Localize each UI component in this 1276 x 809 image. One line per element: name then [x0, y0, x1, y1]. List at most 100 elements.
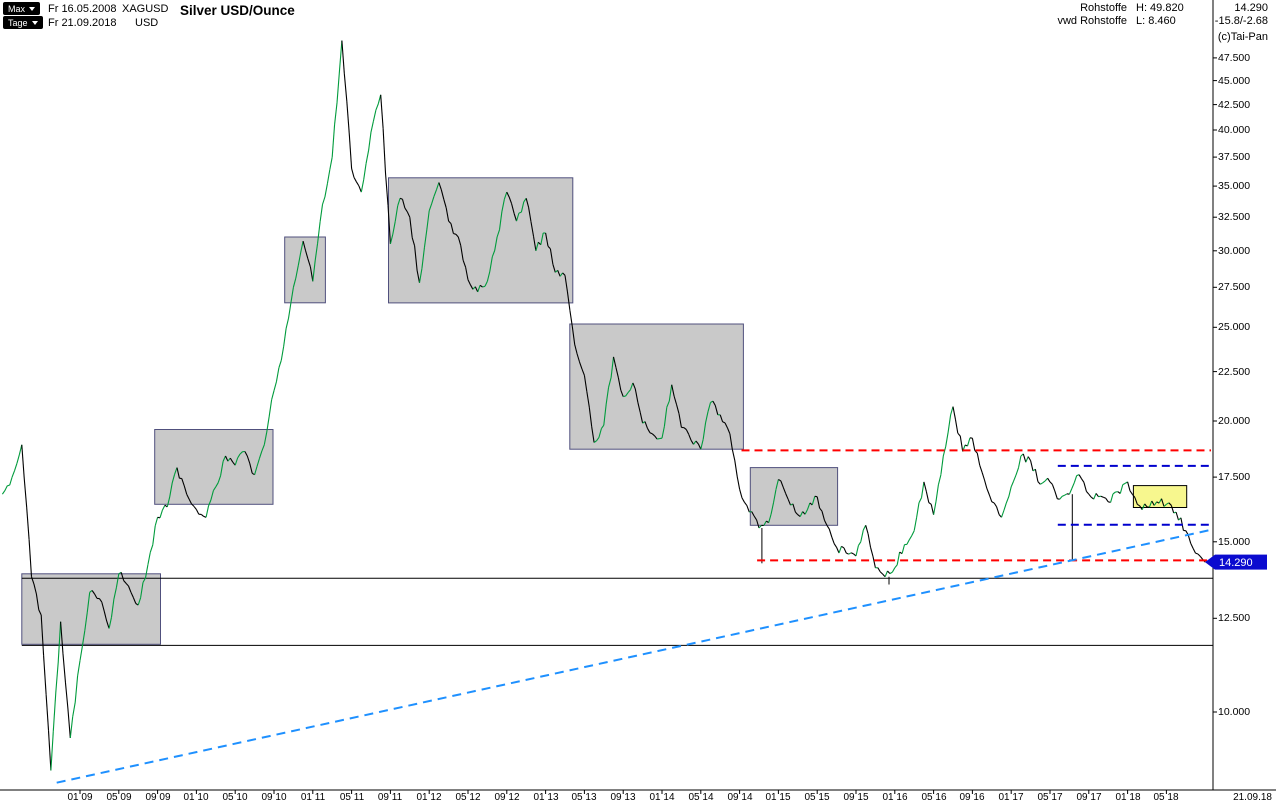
x-axis-label: 01 16	[882, 792, 908, 803]
price-segment	[491, 250, 496, 257]
interval-dropdown[interactable]: Tage	[3, 16, 43, 29]
price-segment	[353, 177, 357, 183]
price-segment	[45, 694, 50, 731]
price-segment	[617, 377, 622, 391]
copyright-label: (c)Tai-Pan	[1217, 31, 1268, 43]
price-segment	[355, 181, 360, 187]
x-axis-label: 09 12	[494, 792, 520, 803]
price-segment	[125, 583, 129, 587]
price-segment	[389, 234, 394, 245]
price-segment	[336, 70, 341, 103]
y-axis-label: 12.500	[1218, 612, 1251, 624]
price-segment	[77, 660, 81, 676]
price-segment	[50, 731, 54, 771]
price-segment	[28, 539, 33, 577]
price-segment	[62, 653, 67, 683]
price-segment	[627, 389, 631, 394]
price-segment	[186, 493, 190, 500]
price-segment	[268, 399, 273, 418]
price-segment	[326, 169, 331, 184]
price-segment	[462, 260, 467, 268]
price-segment	[465, 267, 469, 280]
price-segment	[855, 545, 859, 557]
price-segment	[11, 470, 16, 478]
price-segment	[1134, 497, 1138, 505]
price-segment	[334, 102, 338, 125]
price-segment	[360, 179, 365, 193]
range-dropdown[interactable]: Max	[3, 2, 41, 15]
price-segment	[127, 585, 132, 593]
price-segment	[991, 501, 995, 504]
price-segment	[908, 535, 913, 541]
x-axis-end-label: 21.09.18	[1233, 792, 1272, 803]
price-segment	[1098, 495, 1102, 498]
price-segment	[183, 485, 188, 495]
price-segment	[593, 440, 597, 443]
price-segment	[736, 476, 741, 490]
price-segment	[945, 432, 949, 447]
price-segment	[668, 384, 673, 402]
low-value: L: 8.460	[1136, 15, 1176, 27]
price-segment	[583, 375, 588, 392]
price-segment	[300, 240, 304, 253]
price-segment	[7, 484, 10, 487]
price-segment	[1000, 510, 1005, 518]
price-segment	[918, 497, 922, 503]
y-axis-label: 20.000	[1218, 415, 1251, 427]
price-segment	[1110, 493, 1114, 503]
price-segment	[1027, 456, 1032, 461]
interval-dropdown-label: Tage	[8, 17, 28, 28]
price-segment	[564, 275, 568, 292]
price-segment	[280, 346, 285, 361]
consolidation-box	[388, 177, 574, 304]
x-axis-label: 01 09	[67, 792, 93, 803]
price-segment	[154, 517, 159, 527]
price-segment	[149, 544, 154, 553]
y-axis-label: 22.500	[1218, 366, 1251, 378]
price-segment	[484, 281, 488, 287]
price-segment	[559, 272, 564, 277]
price-segment	[338, 40, 343, 71]
price-segment	[1047, 477, 1051, 483]
y-axis-label: 30.000	[1218, 245, 1251, 257]
price-segment	[81, 630, 86, 647]
price-segment	[438, 182, 442, 190]
price-segment	[1105, 497, 1109, 503]
price-segment	[947, 414, 952, 433]
price-segment	[79, 645, 83, 661]
price-segment	[351, 168, 355, 178]
price-segment	[43, 655, 47, 695]
price-segment	[401, 199, 406, 209]
price-segment	[1037, 481, 1041, 485]
price-segment	[1073, 475, 1078, 483]
price-segment	[375, 103, 379, 111]
price-segment	[530, 221, 535, 237]
price-segment	[397, 198, 401, 206]
price-segment	[515, 212, 520, 222]
price-segment	[215, 482, 219, 488]
price-segment	[1175, 511, 1180, 521]
x-axis-label: 01 13	[533, 792, 559, 803]
y-axis-label: 17.500	[1218, 471, 1251, 483]
price-segment	[448, 220, 452, 224]
price-segment	[26, 507, 30, 540]
price-segment	[1059, 496, 1063, 500]
price-segment	[651, 433, 656, 437]
price-segment	[778, 479, 782, 482]
price-segment	[826, 525, 830, 530]
x-axis-label: 09 09	[145, 792, 171, 803]
price-segment	[200, 513, 205, 517]
price-segment	[954, 419, 959, 434]
price-segment	[295, 265, 299, 279]
price-segment	[566, 291, 571, 311]
price-segment	[828, 528, 833, 538]
price-segment	[278, 360, 282, 368]
price-segment	[1156, 501, 1160, 504]
price-segment	[1192, 548, 1196, 554]
consolidation-box	[569, 323, 744, 450]
price-segment	[787, 498, 792, 506]
price-segment	[1013, 474, 1017, 482]
price-segment	[64, 682, 69, 709]
price-segment	[416, 270, 421, 283]
